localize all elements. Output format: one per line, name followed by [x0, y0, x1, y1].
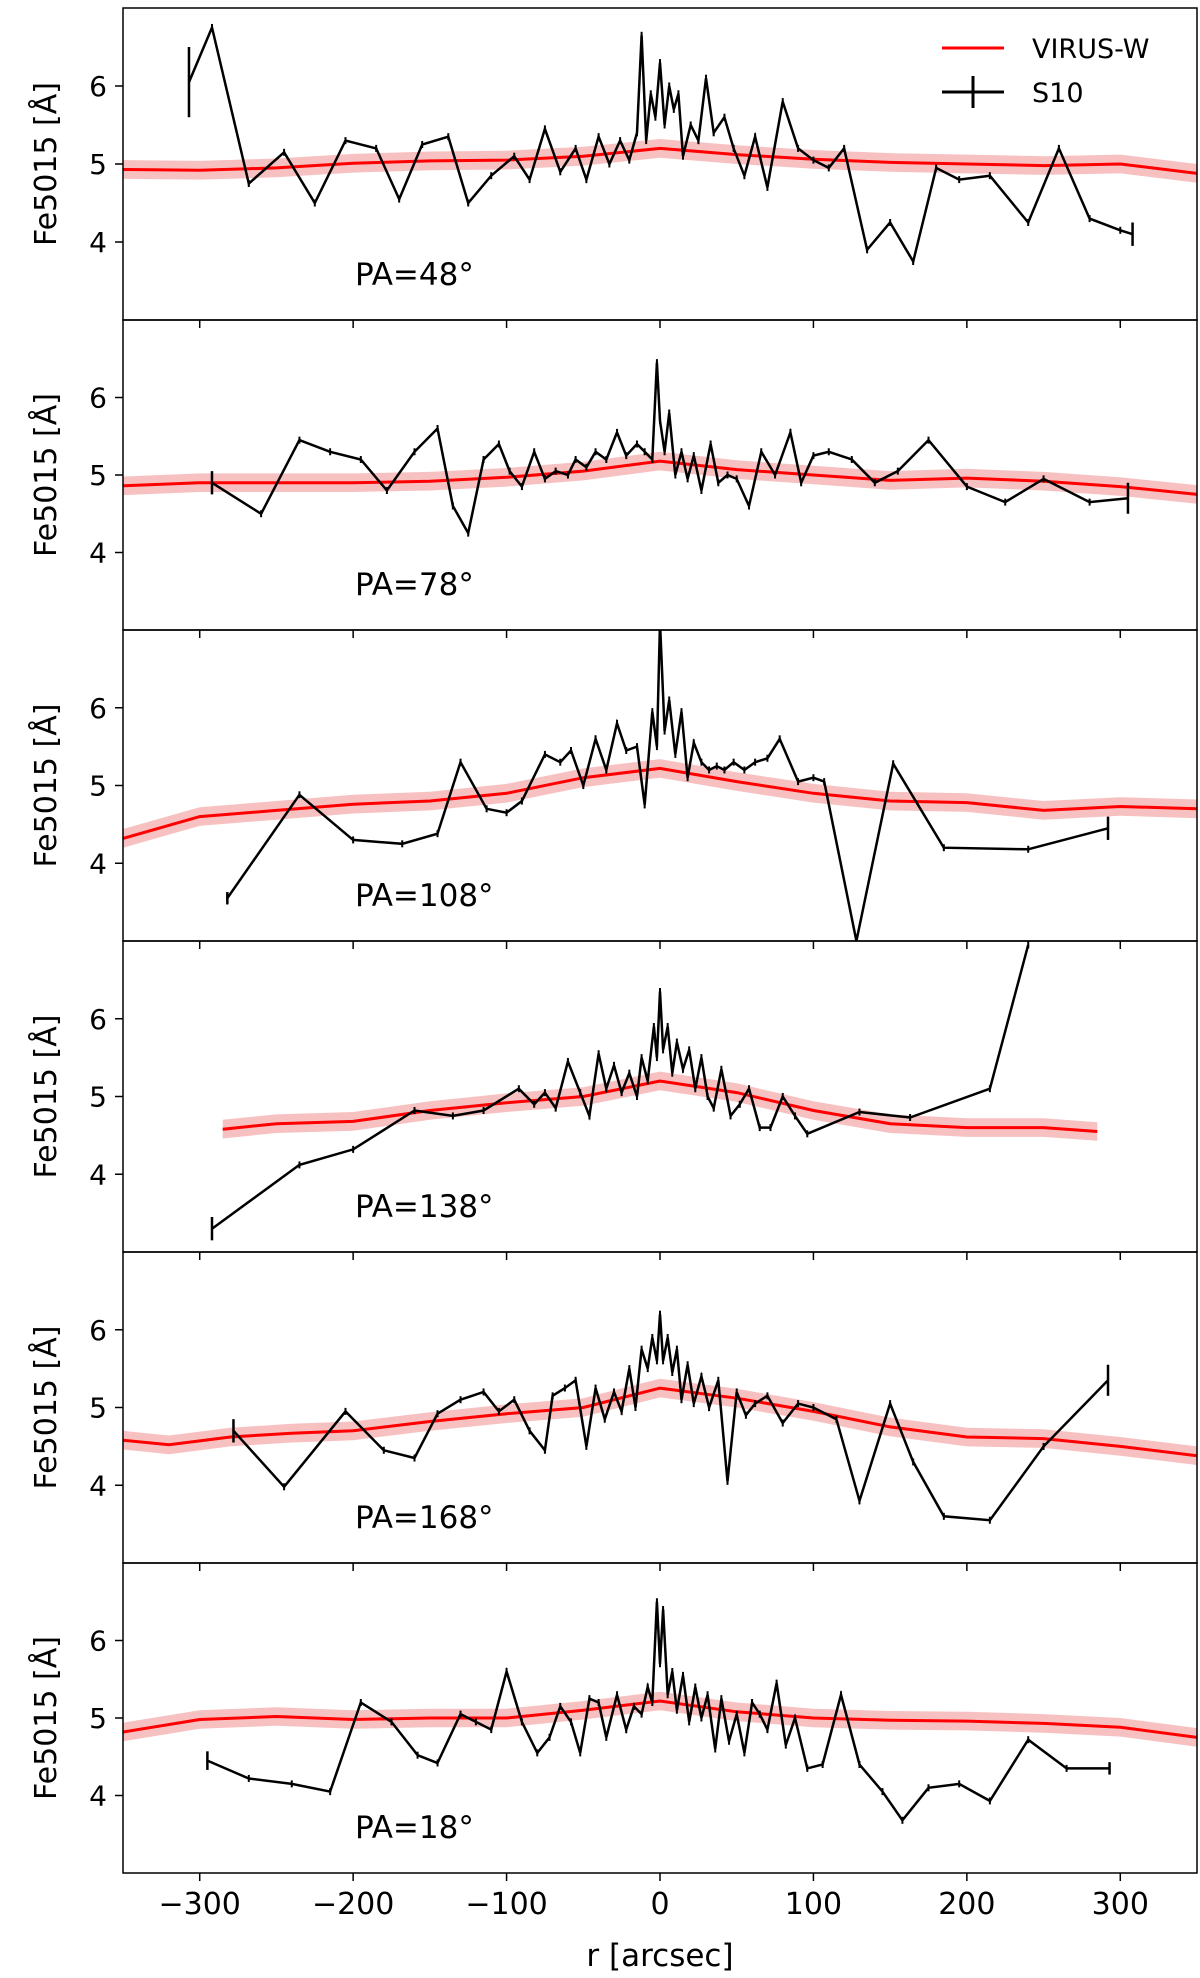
y-tick-label: 6 — [89, 1625, 107, 1658]
s10-line — [211, 944, 1030, 1230]
x-tick-label: 200 — [938, 1887, 995, 1922]
panel-frame — [122, 629, 1198, 942]
virus-w-band — [123, 759, 1197, 848]
panels-layer: 4 5 6 Fe5015 [Å] PA=48° 4 5 6 Fe5015 [Å] PA=78° 4 5… — [28, 7, 1198, 1881]
panel-5: 4 5 6 Fe5015 [Å] PA=168° — [28, 1251, 1198, 1571]
y-tick-label: 6 — [89, 1003, 107, 1036]
y-tick-label: 6 — [89, 70, 107, 103]
panel-label: PA=168° — [355, 1500, 494, 1536]
y-axis-label: Fe5015 [Å] — [28, 704, 64, 868]
x-axis: −300 −200 −100 0 100 200 300 — [159, 1887, 1149, 1922]
y-axis-label: Fe5015 [Å] — [28, 82, 64, 246]
s10-line — [187, 23, 1133, 265]
virus-w-line — [123, 1386, 1197, 1458]
virus-w-band — [123, 139, 1197, 183]
virus-w-band — [123, 451, 1197, 504]
panel-label: PA=18° — [355, 1810, 474, 1846]
panel-4: 4 5 6 Fe5015 [Å] PA=138° — [28, 940, 1198, 1260]
x-tick-label: 300 — [1092, 1887, 1149, 1922]
legend: VIRUS-W S10 — [942, 34, 1149, 109]
y-tick-label: 6 — [89, 692, 107, 725]
virus-w-band — [123, 1378, 1197, 1465]
y-tick-label: 4 — [89, 537, 107, 570]
x-tick-label: −200 — [312, 1887, 394, 1922]
panel-2: 4 5 6 Fe5015 [Å] PA=78° — [28, 319, 1198, 638]
y-tick-label: 5 — [89, 770, 107, 803]
panel-label: PA=78° — [355, 567, 474, 603]
y-tick-label: 5 — [89, 459, 107, 492]
legend-label-s10: S10 — [1032, 78, 1084, 109]
x-tick-label: −100 — [465, 1887, 547, 1922]
x-tick-label: 0 — [650, 1887, 669, 1922]
virus-w-line — [222, 1079, 1098, 1133]
panel-label: PA=48° — [355, 257, 474, 293]
y-tick-label: 5 — [89, 1392, 107, 1425]
virus-w-line — [123, 766, 1197, 840]
panel-label: PA=108° — [355, 878, 494, 914]
panel-frame — [122, 1251, 1198, 1564]
plot-area — [123, 359, 1197, 537]
y-tick-label: 5 — [89, 1081, 107, 1114]
y-tick-label: 4 — [89, 1158, 107, 1191]
plot-area — [123, 630, 1197, 941]
panel-1: 4 5 6 Fe5015 [Å] PA=48° — [28, 7, 1198, 328]
y-axis-label: Fe5015 [Å] — [28, 1326, 64, 1490]
plot-area — [123, 1598, 1197, 1824]
y-tick-label: 4 — [89, 847, 107, 880]
legend-label-virus-w: VIRUS-W — [1032, 34, 1149, 65]
y-tick-label: 4 — [89, 1469, 107, 1502]
x-tick-label: −300 — [159, 1887, 241, 1922]
plot-area — [123, 23, 1197, 265]
panel-6: 4 5 6 Fe5015 [Å] PA=18° — [28, 1562, 1198, 1881]
s10-line — [211, 362, 1129, 537]
plot-area — [123, 1310, 1197, 1524]
virus-w-line — [123, 459, 1197, 496]
plot-area — [210, 941, 1098, 1241]
y-tick-label: 4 — [89, 1780, 107, 1813]
panel-label: PA=138° — [355, 1189, 494, 1225]
virus-w-band — [222, 1071, 1098, 1141]
virus-w-line — [123, 146, 1197, 175]
x-tick-label: 100 — [785, 1887, 842, 1922]
panel-frame — [122, 940, 1198, 1253]
y-tick-label: 4 — [89, 226, 107, 259]
y-tick-label: 6 — [89, 1314, 107, 1347]
y-axis-label: Fe5015 [Å] — [28, 1015, 64, 1179]
s10-line — [232, 1314, 1109, 1522]
virus-w-line — [123, 1699, 1197, 1739]
y-tick-label: 5 — [89, 148, 107, 181]
y-axis-label: Fe5015 [Å] — [28, 1636, 64, 1800]
y-tick-label: 6 — [89, 382, 107, 415]
x-axis-label: r [arcsec] — [586, 1938, 733, 1974]
y-axis-label: Fe5015 [Å] — [28, 393, 64, 557]
y-tick-label: 5 — [89, 1702, 107, 1735]
panel-3: 4 5 6 Fe5015 [Å] PA=108° — [28, 629, 1198, 949]
